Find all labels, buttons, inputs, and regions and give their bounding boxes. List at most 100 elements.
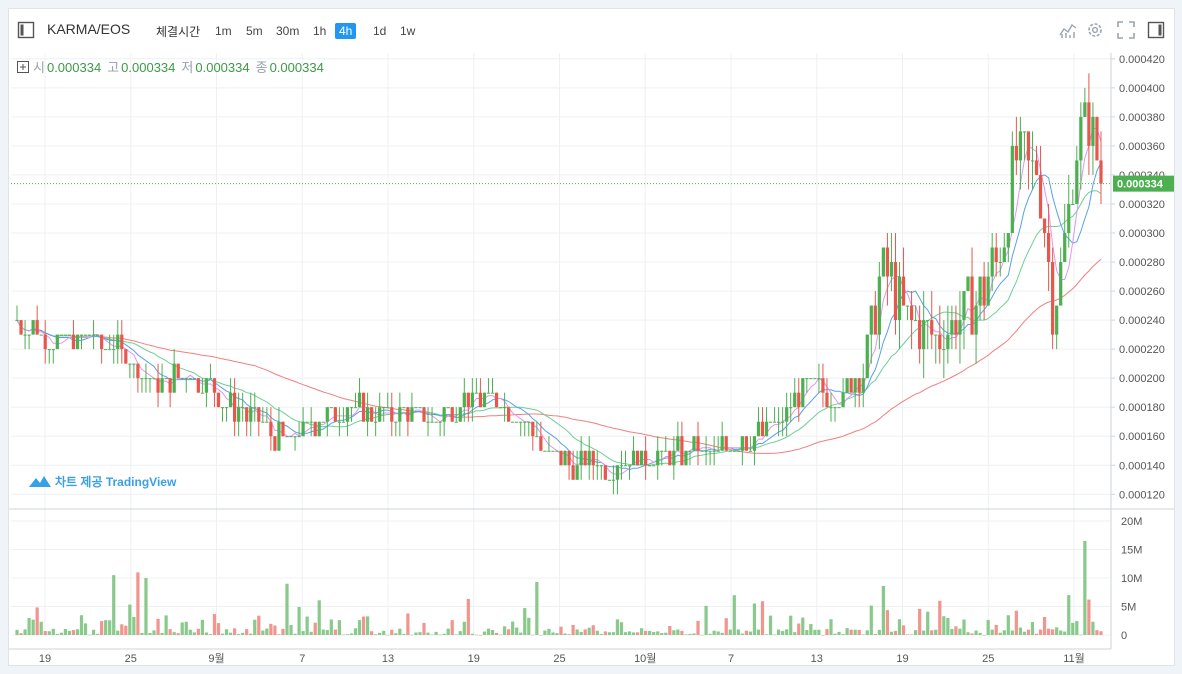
expand-legend-icon[interactable] xyxy=(17,61,29,73)
indicators-icon[interactable] xyxy=(1059,21,1077,39)
chart-type-button[interactable]: 체결시간 xyxy=(156,25,201,39)
candle-body xyxy=(511,421,515,423)
timeframe-30m[interactable]: 30m xyxy=(276,24,300,38)
candle-body xyxy=(273,436,277,451)
volume-bar xyxy=(289,625,293,635)
candle-body xyxy=(192,378,196,380)
volume-bar xyxy=(128,604,132,635)
volume-bar xyxy=(571,624,575,635)
volume-bar xyxy=(1067,595,1071,635)
volume-bar xyxy=(942,616,946,635)
price-tick-label: 0.000160 xyxy=(1119,431,1165,443)
volume-bar xyxy=(257,615,261,635)
volume-bar xyxy=(301,631,305,635)
candle-body xyxy=(736,450,740,452)
candle-body xyxy=(83,334,88,336)
candle-body xyxy=(1059,262,1063,306)
volume-bar xyxy=(67,630,72,635)
volume-bar xyxy=(1006,615,1010,635)
candle-body xyxy=(486,392,491,394)
open-value: 0.000334 xyxy=(46,60,102,75)
candle-body xyxy=(31,320,35,335)
timeframe-1d[interactable]: 1d xyxy=(373,24,387,38)
volume-bar xyxy=(144,578,148,635)
time-tick-label: 13 xyxy=(811,653,823,665)
candle-body xyxy=(136,363,140,379)
candle-body xyxy=(333,407,337,422)
volume-bar xyxy=(768,615,773,635)
volume-bar xyxy=(777,629,781,635)
fullscreen-icon[interactable] xyxy=(1117,21,1135,39)
timeframe-5m[interactable]: 5m xyxy=(246,24,263,38)
candle-body xyxy=(390,407,394,422)
candle-body xyxy=(454,421,458,423)
volume-bar xyxy=(19,633,23,635)
price-chart[interactable]: 0.0004200.0004000.0003800.0003600.000340… xyxy=(9,9,1174,665)
volume-bar xyxy=(35,607,39,635)
candle-body xyxy=(184,378,188,380)
volume-bar xyxy=(756,629,761,635)
volume-bar xyxy=(688,633,692,635)
settings-icon[interactable] xyxy=(1086,21,1104,39)
symbol-name[interactable]: KARMA/EOS xyxy=(47,21,131,37)
volume-bar xyxy=(390,629,394,635)
candle-body xyxy=(801,378,805,408)
price-tick-label: 0.000380 xyxy=(1119,112,1165,124)
volume-bar xyxy=(523,608,527,635)
volume-bar xyxy=(648,630,652,635)
volume-bar xyxy=(644,630,648,635)
volume-bar xyxy=(410,634,414,636)
volume-bar xyxy=(345,634,350,635)
candle-body xyxy=(79,334,84,336)
volume-bar xyxy=(829,619,833,635)
candle-body xyxy=(680,436,684,466)
candle-body xyxy=(1042,218,1047,233)
volume-bar xyxy=(204,632,209,635)
volume-tick-label: 0 xyxy=(1121,630,1127,642)
candle-body xyxy=(398,407,402,422)
tradingview-watermark[interactable]: 차트 제공 TradingView xyxy=(29,473,176,490)
volume-bar xyxy=(51,628,55,635)
volume-bar xyxy=(31,619,35,635)
candle-body xyxy=(63,334,67,336)
candle-body xyxy=(1067,203,1071,233)
timeframe-1h[interactable]: 1h xyxy=(313,24,327,38)
candle-body xyxy=(922,320,926,350)
volume-bar xyxy=(116,630,120,635)
timeframe-1m[interactable]: 1m xyxy=(215,24,232,38)
candle-body xyxy=(543,450,547,452)
candle-body xyxy=(1071,203,1075,205)
candle-body xyxy=(120,334,124,350)
candle-body xyxy=(281,421,285,437)
candle-body xyxy=(216,392,221,408)
candle-body xyxy=(152,378,156,380)
sidebar-toggle-icon[interactable] xyxy=(17,21,35,39)
volume-bar xyxy=(59,632,63,635)
candle-body xyxy=(277,421,281,451)
timeframe-4h[interactable]: 4h xyxy=(335,23,357,39)
candle-body xyxy=(257,407,261,422)
volume-bar xyxy=(478,634,483,636)
volume-bar xyxy=(370,631,374,635)
volume-bar xyxy=(1091,621,1095,635)
candle-body xyxy=(744,436,748,451)
price-tick-label: 0.000200 xyxy=(1119,373,1165,385)
volume-bar xyxy=(930,630,934,635)
candle-body xyxy=(19,320,23,335)
timeframe-1w[interactable]: 1w xyxy=(400,24,416,38)
candle-body xyxy=(591,450,595,466)
volume-bar xyxy=(434,631,438,635)
candle-body xyxy=(228,392,233,408)
candle-body xyxy=(515,421,519,423)
sidebar-icon[interactable] xyxy=(1147,21,1165,39)
candle-body xyxy=(341,421,346,423)
candle-body xyxy=(986,276,990,306)
volume-bar xyxy=(83,623,88,635)
volume-bar xyxy=(789,615,793,635)
volume-bar xyxy=(152,630,156,635)
volume-bar xyxy=(926,611,930,635)
volume-bar xyxy=(990,629,994,635)
candle-body xyxy=(434,421,438,423)
volume-bar xyxy=(579,632,583,635)
candle-body xyxy=(1051,262,1055,335)
